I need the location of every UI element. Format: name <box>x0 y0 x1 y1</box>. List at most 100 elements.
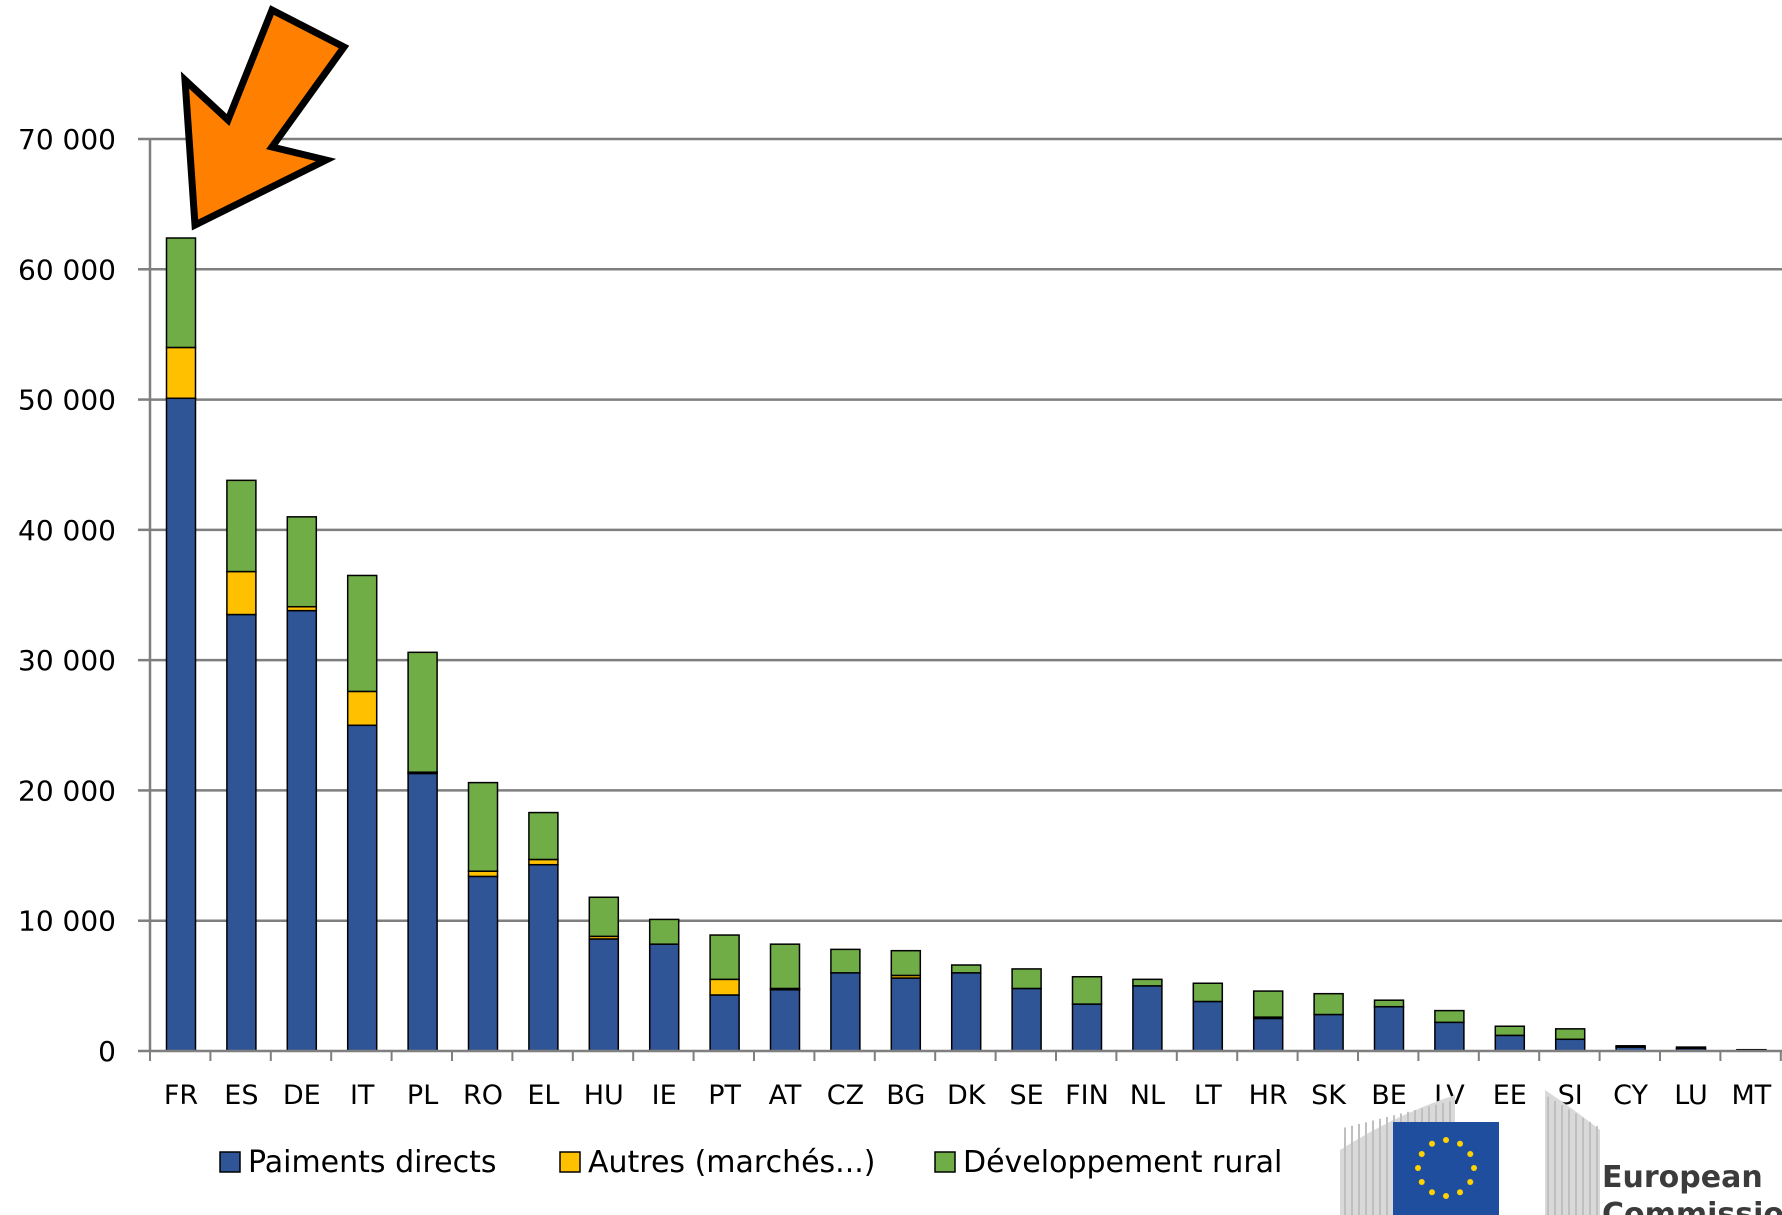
bar-developpement-rural-sk <box>1313 992 1344 1016</box>
bar-paiements-directs-nl <box>1132 985 1163 1052</box>
eu-stars <box>1415 1137 1477 1199</box>
bar-paiements-directs-es <box>226 613 257 1052</box>
x-tick-label: RO <box>463 1080 503 1111</box>
eu-star-icon <box>1429 1189 1435 1196</box>
bar-developpement-rural-fr <box>165 237 197 349</box>
x-tick-label: CY <box>1613 1080 1648 1111</box>
x-tick-label: NL <box>1130 1080 1165 1111</box>
legend-item-paiements-directs: Paiments directs <box>219 1145 496 1180</box>
eu-star-icon <box>1418 1179 1425 1185</box>
bar-paiements-directs-fin <box>1071 1003 1103 1052</box>
legend-swatch-autres <box>559 1151 581 1173</box>
x-tick-label: HR <box>1249 1080 1288 1111</box>
legend-swatch-developpement-rural <box>934 1151 956 1173</box>
eu-flag-icon <box>1393 1122 1499 1215</box>
bar-paiements-directs-ee <box>1494 1034 1526 1052</box>
y-tick-label: 0 <box>98 1035 116 1068</box>
x-tick-label: DK <box>947 1080 987 1111</box>
x-tick-label: IT <box>350 1080 375 1111</box>
bar-developpement-rural-cy <box>1615 1045 1646 1048</box>
x-tick-label: FR <box>164 1080 198 1111</box>
bar-paiements-directs-pl <box>407 772 438 1052</box>
bar-developpement-rural-ie <box>648 918 680 945</box>
legend-label-paiements-directs: Paiments directs <box>248 1145 496 1180</box>
bar-developpement-rural-el <box>528 811 559 861</box>
y-tick-label: 20 000 <box>18 774 116 807</box>
legend-label-autres: Autres (marchés...) <box>588 1145 876 1180</box>
bar-paiements-directs-cz <box>830 972 861 1052</box>
x-tick-label: DE <box>283 1080 321 1111</box>
eu-star-icon <box>1443 1193 1449 1199</box>
x-tick-label: IE <box>652 1080 677 1111</box>
european-commission-logo: European Commission <box>1340 1090 1782 1215</box>
eu-star-icon <box>1443 1137 1449 1143</box>
bar-paiements-directs-el <box>528 863 559 1052</box>
bar-developpement-rural-lt <box>1192 982 1224 1003</box>
bar-paiements-directs-si <box>1554 1038 1586 1052</box>
bar-developpement-rural-ro <box>467 781 499 872</box>
x-tick-label: FIN <box>1065 1080 1109 1111</box>
bar-developpement-rural-be <box>1373 999 1405 1008</box>
x-tick-label: SK <box>1311 1080 1347 1111</box>
bar-autres-es <box>226 570 257 616</box>
legend-swatch-paiements-directs <box>219 1151 241 1173</box>
y-tick-label: 70 000 <box>18 123 116 156</box>
y-tick-label: 40 000 <box>18 514 116 547</box>
bar-paiements-directs-dk <box>950 972 982 1052</box>
bar-developpement-rural-si <box>1554 1028 1586 1041</box>
eu-star-icon <box>1471 1165 1477 1171</box>
bar-developpement-rural-pt <box>709 934 740 981</box>
x-tick-label: AT <box>769 1080 802 1111</box>
bar-paiements-directs-fr <box>165 397 197 1052</box>
y-tick-label: 50 000 <box>18 384 116 417</box>
bar-developpement-rural-de <box>286 516 318 608</box>
gridlines <box>150 137 1782 922</box>
x-tick-label: PT <box>708 1080 741 1111</box>
x-tick-label: SE <box>1009 1080 1043 1111</box>
bar-autres-fr <box>165 346 197 400</box>
bar-paiements-directs-hu <box>588 938 620 1052</box>
bar-paiements-directs-ie <box>648 943 680 1052</box>
y-axis: 0 10 000 20 000 30 000 40 000 50 000 60 000 70 … <box>18 123 152 1068</box>
bar-paiements-directs-at <box>769 989 801 1052</box>
x-tick-label: EE <box>1493 1080 1527 1111</box>
x-tick-label: CZ <box>827 1080 864 1111</box>
bar-autres-pt <box>709 978 740 996</box>
bar-autres-it <box>346 690 378 727</box>
down-left-arrow-icon <box>180 5 350 231</box>
eu-star-icon <box>1415 1165 1421 1171</box>
x-tick-label: EL <box>527 1080 559 1111</box>
eu-star-icon <box>1467 1179 1474 1185</box>
bar-paiements-directs-it <box>346 724 378 1052</box>
y-tick-label: 60 000 <box>18 253 116 286</box>
bar-developpement-rural-it <box>346 574 378 693</box>
y-tick-label: 10 000 <box>18 905 116 938</box>
x-tick-label: ES <box>224 1080 258 1111</box>
logo-text-commission: Commission <box>1602 1197 1782 1215</box>
bar-developpement-rural-se <box>1011 968 1042 990</box>
bar-developpement-rural-pl <box>407 651 438 773</box>
bar-paiements-directs-lt <box>1192 1000 1224 1052</box>
bar-paiements-directs-se <box>1011 987 1042 1052</box>
bar-developpement-rural-cz <box>830 948 861 974</box>
bar-paiements-directs-sk <box>1313 1013 1344 1052</box>
eu-star-icon <box>1457 1189 1463 1196</box>
bar-developpement-rural-bg <box>890 949 922 977</box>
eu-star-icon <box>1418 1151 1425 1157</box>
x-axis: FR ES DE IT PL RO EL HU IE PT AT CZ BG DK SE FIN NL LT HR S… <box>149 1049 1782 1111</box>
bar-autres-ro <box>467 870 499 878</box>
bar-developpement-rural-dk <box>950 964 982 974</box>
bar-autres-el <box>528 858 559 866</box>
x-tick-label: LU <box>1674 1080 1707 1111</box>
eu-star-icon <box>1429 1140 1435 1147</box>
bar-developpement-rural-hr <box>1252 990 1284 1018</box>
bar-paiements-directs-hr <box>1252 1017 1284 1052</box>
x-tick-label: MT <box>1732 1080 1772 1111</box>
bar-paiements-directs-bg <box>890 977 922 1052</box>
bar-paiements-directs-de <box>286 609 318 1052</box>
bar-developpement-rural-hu <box>588 896 620 938</box>
bar-developpement-rural-es <box>226 479 257 573</box>
bar-developpement-rural-nl <box>1132 978 1163 987</box>
y-tick-label: 30 000 <box>18 644 116 677</box>
